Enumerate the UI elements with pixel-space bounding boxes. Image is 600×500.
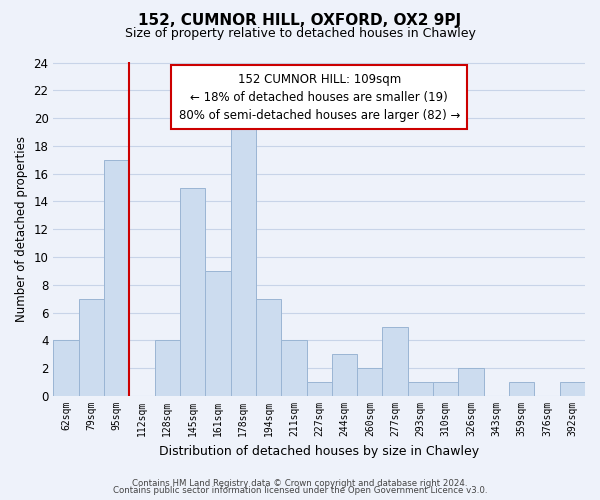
Text: Contains public sector information licensed under the Open Government Licence v3: Contains public sector information licen…: [113, 486, 487, 495]
Text: Contains HM Land Registry data © Crown copyright and database right 2024.: Contains HM Land Registry data © Crown c…: [132, 478, 468, 488]
Bar: [281, 340, 307, 396]
Bar: [433, 382, 458, 396]
Bar: [332, 354, 357, 396]
Bar: [357, 368, 382, 396]
Bar: [180, 188, 205, 396]
Bar: [53, 340, 79, 396]
Bar: [256, 299, 281, 396]
Bar: [79, 299, 104, 396]
Bar: [155, 340, 180, 396]
Bar: [104, 160, 130, 396]
Bar: [509, 382, 535, 396]
Text: 152, CUMNOR HILL, OXFORD, OX2 9PJ: 152, CUMNOR HILL, OXFORD, OX2 9PJ: [139, 12, 461, 28]
Bar: [560, 382, 585, 396]
Bar: [307, 382, 332, 396]
Bar: [205, 271, 230, 396]
Bar: [382, 326, 408, 396]
Bar: [408, 382, 433, 396]
Bar: [458, 368, 484, 396]
X-axis label: Distribution of detached houses by size in Chawley: Distribution of detached houses by size …: [159, 444, 479, 458]
Text: 152 CUMNOR HILL: 109sqm
← 18% of detached houses are smaller (19)
80% of semi-de: 152 CUMNOR HILL: 109sqm ← 18% of detache…: [179, 72, 460, 122]
Y-axis label: Number of detached properties: Number of detached properties: [15, 136, 28, 322]
Text: Size of property relative to detached houses in Chawley: Size of property relative to detached ho…: [125, 28, 475, 40]
Bar: [230, 118, 256, 396]
